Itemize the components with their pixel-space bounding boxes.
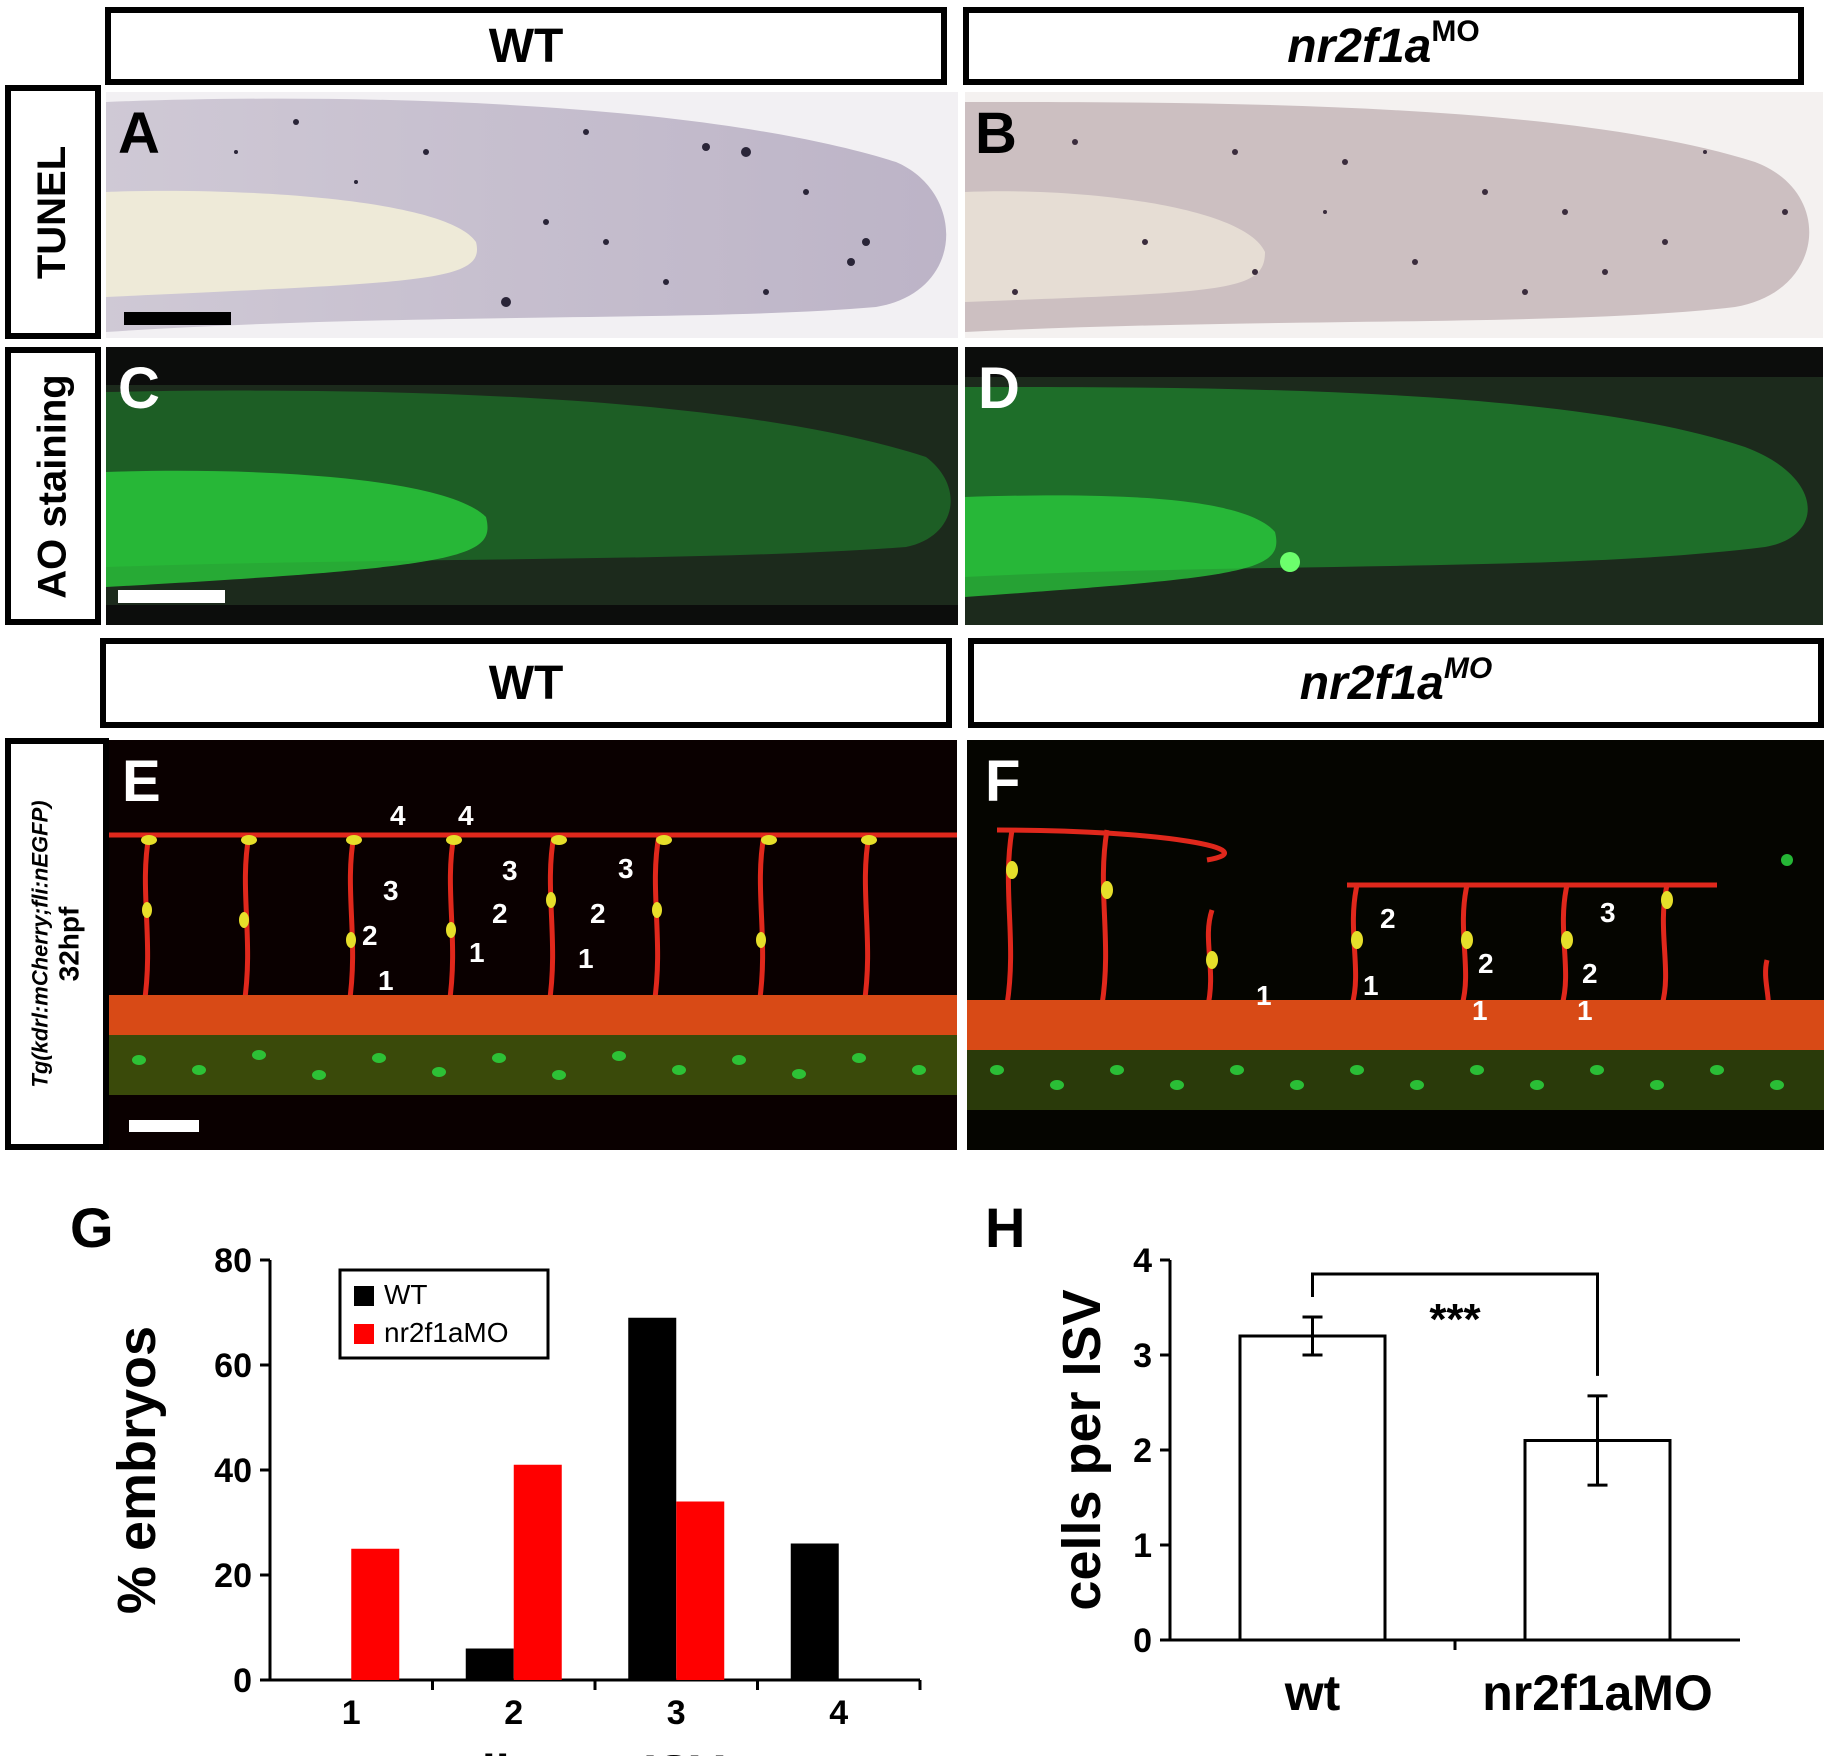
header-wt-top-label: WT <box>488 19 564 73</box>
row-label-tunel-text: TUNEL <box>30 145 75 279</box>
bar-nr2f1amo <box>1523 1439 1672 1642</box>
header-wt-top: WT <box>105 7 947 85</box>
panel-letter-a: A <box>118 101 160 166</box>
legend-swatch <box>354 1324 374 1344</box>
isv-count-label: 1 <box>1256 980 1272 1011</box>
row-label-tg-line1: Tg(kdrl:mCherry;fli:nEGFP) <box>28 800 54 1088</box>
header-mo-mid-sup: MO <box>1443 651 1493 685</box>
isv-count-label: 2 <box>362 920 378 951</box>
panel-c-image <box>106 347 958 625</box>
panel-letter-c: C <box>118 356 160 421</box>
panel-e-vessels <box>109 832 957 1095</box>
y-tick-label: 0 <box>233 1662 252 1700</box>
isv-count-label: 3 <box>383 875 399 906</box>
y-tick-label: 20 <box>214 1557 252 1595</box>
bar-wt <box>790 1543 839 1680</box>
significance-bracket <box>1311 1272 1599 1376</box>
panel-f-vessels <box>967 827 1824 1110</box>
chart-h: 0 1 2 3 4 wt nr2f1aMO cells per ISV *** <box>1060 1242 1740 1721</box>
y-tick-label: 1 <box>1133 1527 1152 1565</box>
isv-count-label: 3 <box>618 853 634 884</box>
row-label-tunel: TUNEL <box>5 85 101 339</box>
isv-count-label: 1 <box>378 965 394 996</box>
bar-wt <box>1238 1334 1387 1642</box>
x-tick-label: 1 <box>342 1694 361 1732</box>
x-tick-label: wt <box>1284 1665 1341 1721</box>
header-wt-mid-label: WT <box>488 656 564 710</box>
scalebar-c <box>118 590 225 603</box>
chart-g: 0 20 40 60 80 1 2 3 4 cells per ISV % embryos WT nr2… <box>107 1242 922 1756</box>
y-tick-label: 3 <box>1133 1337 1152 1375</box>
y-axis-label: cells per ISV <box>1060 1289 1112 1610</box>
isv-count-label: 4 <box>390 800 406 831</box>
significance-label: *** <box>1429 1295 1481 1344</box>
panel-f-image <box>967 740 1824 1150</box>
y-axis-label: % embryos <box>107 1326 167 1614</box>
panel-d-embryo <box>965 377 1823 625</box>
panel-d-image <box>965 347 1823 625</box>
header-mo-top-base: nr2f1a <box>1287 19 1432 73</box>
header-mo-top-label: nr2f1aMO <box>1287 15 1479 74</box>
isv-count-label: 2 <box>590 898 606 929</box>
isv-count-label: 1 <box>469 937 485 968</box>
panel-a-image <box>106 92 958 338</box>
isv-count-label: 4 <box>458 800 474 831</box>
row-label-tg-line2: 32hpf <box>54 906 86 982</box>
isv-count-label: 2 <box>1478 948 1494 979</box>
y-tick-label: 40 <box>214 1452 252 1490</box>
y-tick-label: 2 <box>1133 1432 1152 1470</box>
bar-nr2f1amo <box>513 1464 562 1680</box>
legend-box <box>338 1268 550 1360</box>
panel-e-image <box>109 740 957 1150</box>
panel-c-embryo <box>106 385 958 605</box>
x-tick-label: nr2f1aMO <box>1482 1665 1713 1721</box>
y-tick-label: 80 <box>214 1242 252 1280</box>
isv-count-label: 3 <box>502 855 518 886</box>
bar-wt <box>628 1317 677 1680</box>
header-mo-mid-label: nr2f1aMO <box>1299 652 1492 711</box>
row-label-tg: Tg(kdrl:mCherry;fli:nEGFP) 32hpf <box>5 738 109 1150</box>
isv-count-label: 1 <box>1363 970 1379 1001</box>
y-tick-label: 60 <box>214 1347 252 1385</box>
panel-letter-d: D <box>978 356 1020 421</box>
panel-a-embryo <box>106 98 947 332</box>
x-tick-label: 4 <box>829 1694 848 1732</box>
header-mo-mid-base: nr2f1a <box>1299 656 1444 710</box>
panel-letter-f: F <box>985 749 1021 814</box>
row-label-ao-text: AO staining <box>30 373 75 599</box>
scalebar-a <box>124 312 231 325</box>
panel-letter-e: E <box>122 749 161 814</box>
legend-label: nr2f1aMO <box>384 1317 509 1348</box>
y-tick-label: 4 <box>1133 1242 1152 1280</box>
legend-swatch <box>354 1286 374 1306</box>
isv-count-label: 2 <box>492 898 508 929</box>
isv-count-label: 2 <box>1582 958 1598 989</box>
panel-letter-h: H <box>985 1196 1026 1259</box>
row-label-tg-stack: Tg(kdrl:mCherry;fli:nEGFP) 32hpf <box>28 800 86 1087</box>
scalebar-e <box>129 1120 199 1132</box>
bar-nr2f1amo <box>676 1501 725 1680</box>
header-wt-mid: WT <box>100 638 952 728</box>
isv-count-label: 3 <box>1600 897 1616 928</box>
y-tick-label: 0 <box>1133 1622 1152 1660</box>
isv-count-label: 1 <box>1577 995 1593 1026</box>
x-axis-label: cells per ISV <box>426 1745 724 1756</box>
header-mo-mid: nr2f1aMO <box>968 638 1824 728</box>
panel-b-embryo <box>965 102 1810 332</box>
row-label-ao: AO staining <box>5 347 101 625</box>
header-mo-top-sup: MO <box>1431 14 1480 48</box>
panel-b-image <box>965 92 1823 338</box>
isv-count-label: 1 <box>1472 995 1488 1026</box>
isv-count-label: 1 <box>578 943 594 974</box>
isv-count-label: 2 <box>1380 903 1396 934</box>
panel-letter-b: B <box>975 101 1017 166</box>
bar-nr2f1amo <box>351 1548 400 1680</box>
x-tick-label: 3 <box>667 1694 686 1732</box>
x-tick-label: 2 <box>504 1694 523 1732</box>
panel-letter-g: G <box>70 1196 114 1259</box>
bar-wt <box>465 1648 514 1680</box>
header-mo-top: nr2f1aMO <box>963 7 1804 85</box>
legend-label: WT <box>384 1279 428 1310</box>
